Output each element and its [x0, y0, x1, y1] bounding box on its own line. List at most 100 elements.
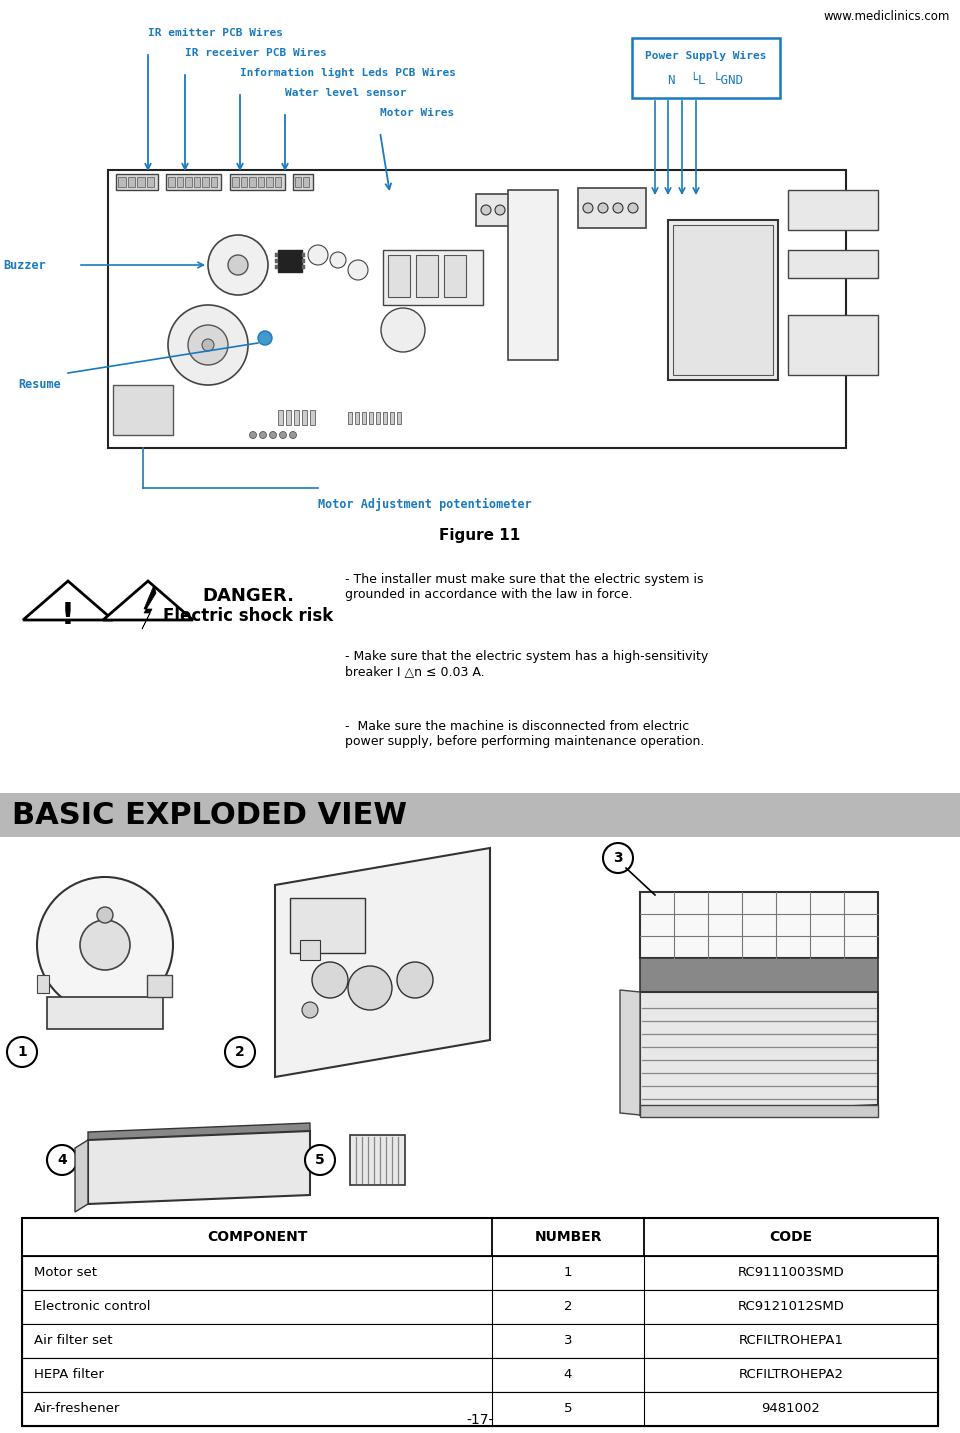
Text: Motor set: Motor set [34, 1267, 97, 1280]
Bar [116, 173, 158, 191]
Circle shape [80, 920, 130, 970]
Bar [194, 178, 200, 186]
Polygon shape [640, 959, 878, 992]
Bar [397, 413, 401, 424]
Polygon shape [88, 1123, 310, 1149]
Text: - Make sure that the electric system has a high-sensitivity
breaker I △n ≤ 0.03 : - Make sure that the electric system has… [345, 651, 708, 678]
Text: RCFILTROHEPA2: RCFILTROHEPA2 [738, 1369, 844, 1381]
Circle shape [168, 305, 248, 385]
Bar [302, 410, 307, 426]
Text: 3: 3 [613, 851, 623, 866]
Bar [302, 265, 305, 269]
Bar [22, 1290, 938, 1324]
Bar [278, 249, 302, 272]
Polygon shape [88, 1131, 310, 1204]
Circle shape [97, 907, 113, 923]
Text: Power Supply Wires: Power Supply Wires [645, 52, 767, 62]
Circle shape [603, 843, 633, 873]
Circle shape [381, 308, 425, 353]
Bar [137, 178, 145, 186]
Bar [362, 413, 366, 424]
Text: !: ! [61, 600, 75, 629]
Bar [578, 188, 646, 228]
Text: Water level sensor: Water level sensor [285, 87, 406, 97]
Text: 2: 2 [235, 1045, 245, 1059]
Text: NUMBER: NUMBER [535, 1230, 602, 1244]
Bar [355, 413, 359, 424]
Text: 4: 4 [58, 1154, 67, 1166]
Text: 2: 2 [564, 1301, 572, 1314]
Bar [266, 178, 273, 186]
Bar [47, 997, 163, 1029]
Text: HEPA filter: HEPA filter [34, 1369, 104, 1381]
Circle shape [37, 877, 173, 1013]
Text: 1: 1 [17, 1045, 27, 1059]
Circle shape [188, 325, 228, 365]
Text: 3: 3 [564, 1334, 572, 1347]
Bar [278, 410, 283, 426]
Text: - The installer must make sure that the electric system is
grounded in accordanc: - The installer must make sure that the … [345, 573, 704, 600]
Polygon shape [640, 992, 878, 1115]
Bar [295, 178, 301, 186]
Bar [275, 254, 278, 257]
Polygon shape [142, 585, 156, 629]
Bar [22, 1324, 938, 1358]
Circle shape [312, 962, 348, 997]
Circle shape [290, 431, 297, 438]
Polygon shape [75, 1141, 88, 1212]
Circle shape [481, 205, 491, 215]
Text: 9481002: 9481002 [761, 1403, 821, 1416]
Bar [476, 193, 528, 226]
Circle shape [348, 966, 392, 1010]
Bar [22, 1391, 938, 1426]
Bar [166, 173, 221, 191]
Bar [202, 178, 208, 186]
Bar [383, 413, 387, 424]
Text: Buzzer: Buzzer [3, 258, 46, 271]
Bar [293, 173, 313, 191]
Bar [118, 178, 126, 186]
Bar [300, 940, 320, 960]
Bar [232, 178, 238, 186]
Circle shape [613, 203, 623, 214]
Bar [0, 792, 960, 837]
Text: 1: 1 [564, 1267, 572, 1280]
Circle shape [279, 431, 286, 438]
Polygon shape [640, 891, 878, 959]
Circle shape [583, 203, 593, 214]
Bar [444, 255, 466, 297]
Bar [22, 1218, 938, 1426]
Bar [388, 255, 410, 297]
Bar [290, 898, 365, 953]
Bar [275, 265, 278, 269]
Bar [632, 39, 780, 97]
Bar [147, 974, 172, 997]
Text: 4: 4 [564, 1369, 572, 1381]
Text: COMPONENT: COMPONENT [206, 1230, 307, 1244]
Text: 5: 5 [564, 1403, 572, 1416]
Circle shape [202, 340, 214, 351]
Bar [22, 1218, 938, 1255]
Bar [249, 178, 255, 186]
Bar [177, 178, 183, 186]
Bar [294, 410, 299, 426]
Bar [302, 254, 305, 257]
Text: Figure 11: Figure 11 [440, 527, 520, 543]
Bar [350, 1135, 405, 1185]
Circle shape [259, 431, 267, 438]
Bar [640, 1105, 878, 1116]
Polygon shape [275, 848, 490, 1078]
Bar [673, 225, 773, 375]
Text: Air filter set: Air filter set [34, 1334, 112, 1347]
Bar [788, 249, 878, 278]
Bar [22, 1255, 938, 1290]
Bar [257, 178, 264, 186]
Circle shape [397, 962, 433, 997]
Circle shape [495, 205, 505, 215]
Circle shape [302, 1002, 318, 1017]
Text: www.mediclinics.com: www.mediclinics.com [824, 10, 950, 23]
Bar [668, 221, 778, 380]
Text: RCFILTROHEPA1: RCFILTROHEPA1 [738, 1334, 844, 1347]
Text: Motor Adjustment potentiometer: Motor Adjustment potentiometer [318, 499, 532, 512]
Circle shape [7, 1037, 37, 1068]
